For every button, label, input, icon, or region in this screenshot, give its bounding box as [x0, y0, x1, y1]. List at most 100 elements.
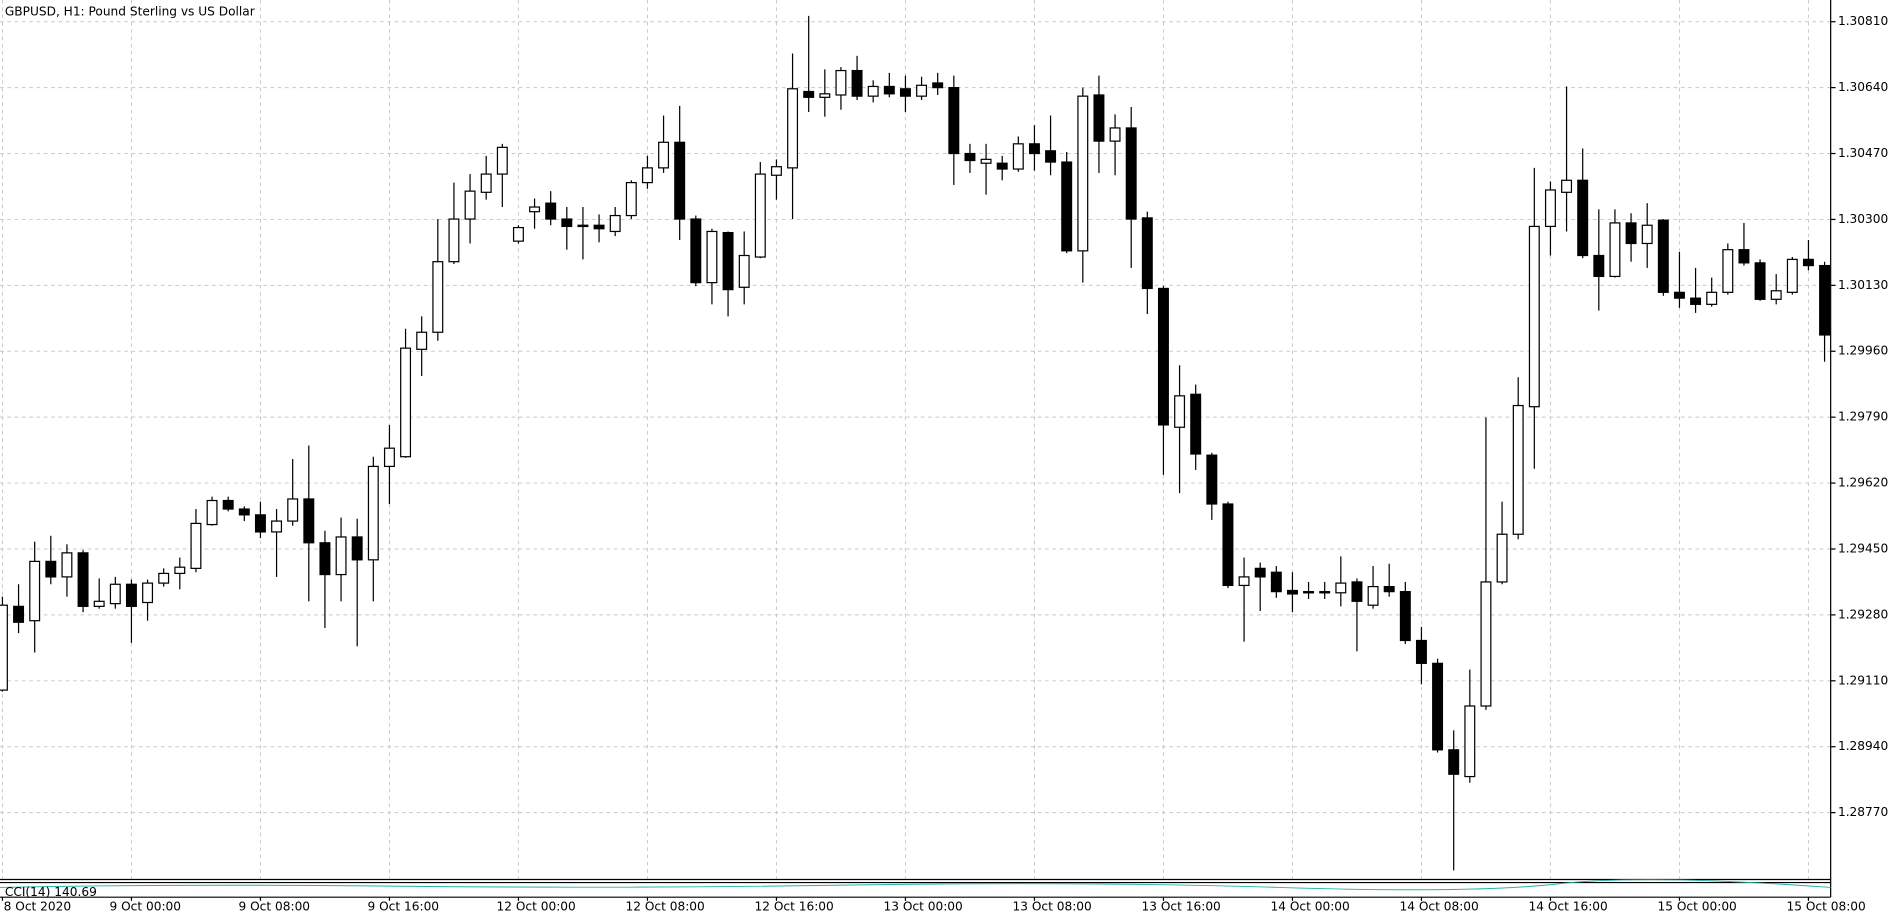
- candle-body-bull: [1335, 582, 1347, 594]
- candle-body-bear: [996, 162, 1008, 170]
- candle-body-bear: [899, 88, 911, 97]
- chart-title: GBPUSD, H1: Pound Sterling vs US Dollar: [5, 5, 255, 19]
- candle-body-bull: [464, 190, 476, 220]
- candle-body-bear: [238, 508, 250, 516]
- candle-body-bear: [1383, 585, 1395, 593]
- candle-body-bull: [335, 536, 347, 576]
- candle-body-bull: [287, 498, 299, 522]
- candle-body-bear: [1738, 249, 1750, 264]
- candle-body-bull: [142, 582, 154, 604]
- candle-body-bear: [851, 69, 863, 97]
- x-tick-label: 13 Oct 16:00: [1142, 899, 1221, 913]
- candle-body-bear: [1415, 639, 1427, 664]
- candle-body-bull: [1464, 705, 1476, 778]
- candle-body-bull: [754, 173, 766, 258]
- y-tick-label: 1.30810: [1838, 14, 1888, 28]
- candle-body-bull: [529, 206, 541, 213]
- candle-body-bear: [1399, 591, 1411, 642]
- candle-body-bear: [254, 514, 266, 533]
- candle-body-bull: [867, 85, 879, 97]
- candle-body-bear: [77, 552, 89, 607]
- candle-body-bull: [0, 604, 8, 691]
- candle-body-bear: [1819, 264, 1831, 336]
- candle-body-bull: [190, 522, 202, 569]
- candle-body-bear: [1270, 571, 1282, 593]
- x-tick-label: 9 Oct 08:00: [239, 899, 311, 913]
- candle-body-bear: [674, 141, 686, 220]
- x-tick-label: 12 Oct 16:00: [755, 899, 834, 913]
- candle-body-bear: [1448, 749, 1460, 775]
- x-tick-label: 14 Oct 00:00: [1271, 899, 1350, 913]
- x-tick-label: 13 Oct 00:00: [884, 899, 963, 913]
- y-tick-label: 1.30470: [1838, 146, 1888, 160]
- candle-body-bull: [416, 331, 428, 350]
- candle-body-bear: [1303, 591, 1315, 594]
- candle-body-bull: [1512, 404, 1524, 535]
- candle-body-bull: [1786, 258, 1798, 293]
- candle-body-bear: [1190, 393, 1202, 455]
- candle-body-bull: [706, 230, 718, 284]
- candle-body-bull: [93, 600, 105, 607]
- y-tick-label: 1.29450: [1838, 541, 1888, 555]
- candle-body-bull: [109, 583, 121, 605]
- candle-body-bull: [1367, 585, 1379, 606]
- candle-body-bull: [1641, 224, 1653, 245]
- candle-body-bear: [1254, 567, 1266, 578]
- candle-body-bull: [383, 447, 395, 468]
- candle-body-bull: [400, 347, 412, 458]
- candle-body-bull: [658, 141, 670, 169]
- candle-body-bull: [480, 173, 492, 193]
- x-tick-label: 12 Oct 00:00: [497, 899, 576, 913]
- candle-body-bull: [1722, 249, 1734, 293]
- indicator-label: CCI(14) 140.69: [5, 885, 97, 899]
- candle-body-bull: [496, 146, 508, 175]
- y-tick-label: 1.30640: [1838, 80, 1888, 94]
- candle-body-bull: [770, 166, 782, 176]
- candle-body-bull: [787, 88, 799, 169]
- x-tick-label: 14 Oct 08:00: [1400, 899, 1479, 913]
- candle-body-bear: [593, 224, 605, 230]
- candle-body-bear: [1657, 219, 1669, 293]
- candle-body-bear: [1432, 662, 1444, 751]
- candle-body-bull: [1770, 290, 1782, 300]
- candle-body-bear: [1319, 591, 1331, 594]
- candle-body-bear: [1690, 297, 1702, 305]
- candle-body-bear: [222, 499, 234, 510]
- candle-body-bear: [303, 498, 315, 544]
- candle-body-bear: [722, 232, 734, 291]
- candle-body-bull: [1012, 143, 1024, 170]
- candle-body-bear: [351, 536, 363, 561]
- candle-body-bull: [738, 254, 750, 288]
- candle-body-bear: [1593, 254, 1605, 278]
- x-tick-label: 8 Oct 2020: [4, 899, 71, 913]
- x-tick-label: 15 Oct 08:00: [1787, 899, 1866, 913]
- candle-body-bull: [1544, 189, 1556, 228]
- candle-body-bear: [1222, 503, 1234, 587]
- candle-body-bull: [448, 218, 460, 263]
- y-tick-label: 1.29960: [1838, 344, 1888, 358]
- candle-body-bear: [125, 583, 137, 607]
- candle-body-bull: [916, 84, 928, 97]
- candle-body-bear: [948, 87, 960, 155]
- candle-body-bear: [1673, 291, 1685, 299]
- x-tick-label: 15 Oct 00:00: [1658, 899, 1737, 913]
- candle-body-bull: [1480, 581, 1492, 707]
- candle-body-bull: [367, 465, 379, 561]
- candle-body-bear: [1028, 143, 1040, 155]
- y-tick-label: 1.30130: [1838, 278, 1888, 292]
- candle-body-bear: [1206, 454, 1218, 505]
- candle-body-bear: [1061, 161, 1073, 252]
- candles: [0, 15, 1831, 871]
- candle-body-bull: [1609, 222, 1621, 278]
- y-tick-label: 1.28770: [1838, 805, 1888, 819]
- candle-body-bull: [1706, 291, 1718, 305]
- candle-body-bull: [819, 93, 831, 98]
- candle-body-bear: [45, 560, 57, 578]
- candle-body-bear: [1045, 150, 1057, 163]
- candle-body-bear: [803, 90, 815, 98]
- x-tick-label: 14 Oct 16:00: [1529, 899, 1608, 913]
- candle-body-bull: [625, 181, 637, 217]
- candle-body-bear: [1577, 179, 1589, 257]
